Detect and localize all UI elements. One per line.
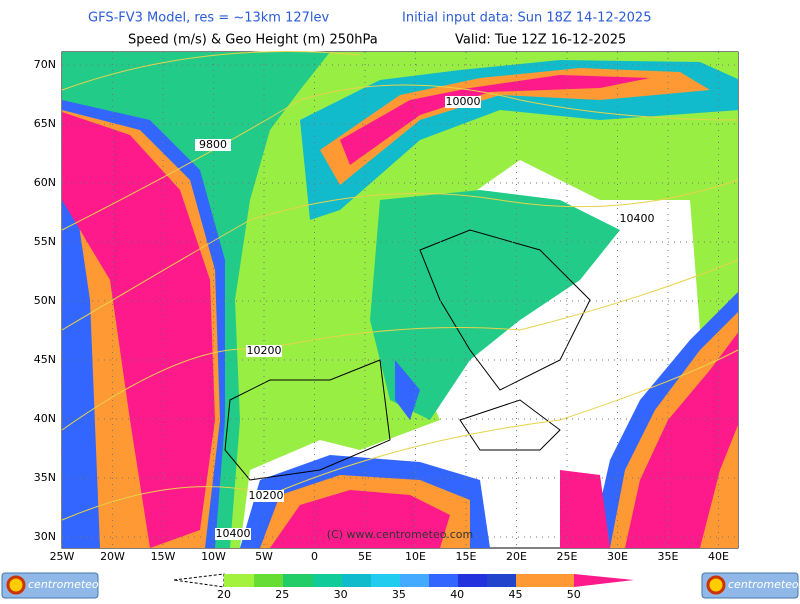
- lat-label: 45N: [34, 353, 56, 366]
- contour-label-bg: [445, 96, 481, 108]
- logo-text: centrometeo: [728, 578, 799, 591]
- lon-label: 5W: [255, 550, 273, 563]
- colorbar-high-end: [574, 574, 634, 587]
- lon-label: 0: [311, 550, 318, 563]
- colorbar-tick-label: 20: [217, 588, 231, 600]
- valid-title: Valid: Tue 12Z 16-12-2025: [455, 33, 626, 48]
- lat-label: 70N: [34, 58, 56, 71]
- colorbar-swatch: [224, 574, 254, 587]
- lat-label: 30N: [34, 530, 56, 543]
- height-contour: [61, 349, 739, 521]
- colorbar-tick-label: 40: [450, 588, 464, 600]
- colorbar-low-end: [173, 573, 225, 588]
- contour-label-bg: [195, 139, 231, 151]
- colorbar-tick-label: 50: [567, 588, 581, 600]
- contour-label-bg: [248, 490, 284, 502]
- colorbar-swatch: [400, 574, 429, 587]
- colorbar-swatch: [313, 574, 342, 587]
- init-title: Initial input data: Sun 18Z 14-12-2025: [402, 11, 651, 26]
- logo-text: centrometeo: [28, 578, 99, 591]
- contour-label: 10400: [216, 527, 251, 540]
- colorbar-tick-label: 45: [509, 588, 523, 600]
- lon-label: 10W: [201, 550, 226, 563]
- contour-label: 10000: [446, 95, 481, 108]
- lat-label: 40N: [34, 412, 56, 425]
- italy-area-40: [395, 360, 420, 420]
- lon-label: 15E: [456, 550, 477, 563]
- field-title: Speed (m/s) & Geo Height (m) 250hPa: [128, 33, 378, 48]
- logo-right: centrometeo: [701, 572, 799, 599]
- contour-label-bg: [246, 345, 282, 357]
- logo-left: centrometeo: [1, 572, 99, 599]
- copyright: (C) www.centrometeo.com: [327, 528, 473, 541]
- lat-label: 65N: [34, 117, 56, 130]
- colorbar-tick-label: 30: [334, 588, 348, 600]
- lon-label: 25W: [50, 550, 75, 563]
- lat-label: 60N: [34, 176, 56, 189]
- model-title: GFS-FV3 Model, res = ~13km 127lev: [88, 11, 330, 26]
- lon-label: 15W: [151, 550, 176, 563]
- colorbar-swatch: [283, 574, 313, 587]
- lon-label: 30E: [607, 550, 628, 563]
- contour-label: 9800: [199, 138, 227, 151]
- north-jet-45: [320, 68, 710, 185]
- height-contour: [61, 84, 739, 231]
- south-jet-50: [270, 490, 450, 548]
- speed-area-50: [62, 112, 215, 548]
- lat-label: 35N: [34, 471, 56, 484]
- lon-label: 20W: [100, 550, 125, 563]
- colorbar-swatch: [487, 574, 516, 587]
- colorbar: 20 25 30 35 40 45 50: [173, 573, 634, 601]
- colorbar-swatch: [342, 574, 371, 587]
- colorbar-swatch: [429, 574, 458, 587]
- colorbar-swatch: [371, 574, 400, 587]
- contour-label-bg: [215, 528, 251, 540]
- height-contour: [61, 51, 361, 91]
- contour-label: 10400: [620, 212, 655, 225]
- colorbar-swatch: [254, 574, 283, 587]
- east-jet-50: [625, 332, 738, 548]
- colorbar-swatch: [458, 574, 487, 587]
- north-jet-50: [340, 75, 650, 165]
- lon-label: 20E: [506, 550, 527, 563]
- colorbar-tick-label: 25: [275, 588, 289, 600]
- contour-label: 10200: [247, 344, 282, 357]
- lon-label: 5E: [358, 550, 372, 563]
- central-area-25: [370, 190, 620, 420]
- map: 70N 65N 60N 55N 50N 45N 40N 35N 30N 25W 20W 15W 10W 5…: [34, 51, 739, 563]
- lon-label: 40E: [708, 550, 729, 563]
- height-contour: [61, 179, 739, 331]
- contour-label: 10200: [249, 489, 284, 502]
- lat-label: 50N: [34, 294, 56, 307]
- lon-label: 35E: [658, 550, 679, 563]
- lon-label: 10E: [405, 550, 426, 563]
- southeast-jet-50: [560, 470, 610, 548]
- colorbar-tick-label: 35: [392, 588, 406, 600]
- colorbar-swatch: [516, 574, 574, 587]
- lat-label: 55N: [34, 235, 56, 248]
- lon-label: 25E: [557, 550, 578, 563]
- contour-label-bg: [619, 213, 655, 225]
- height-contour: [61, 259, 739, 431]
